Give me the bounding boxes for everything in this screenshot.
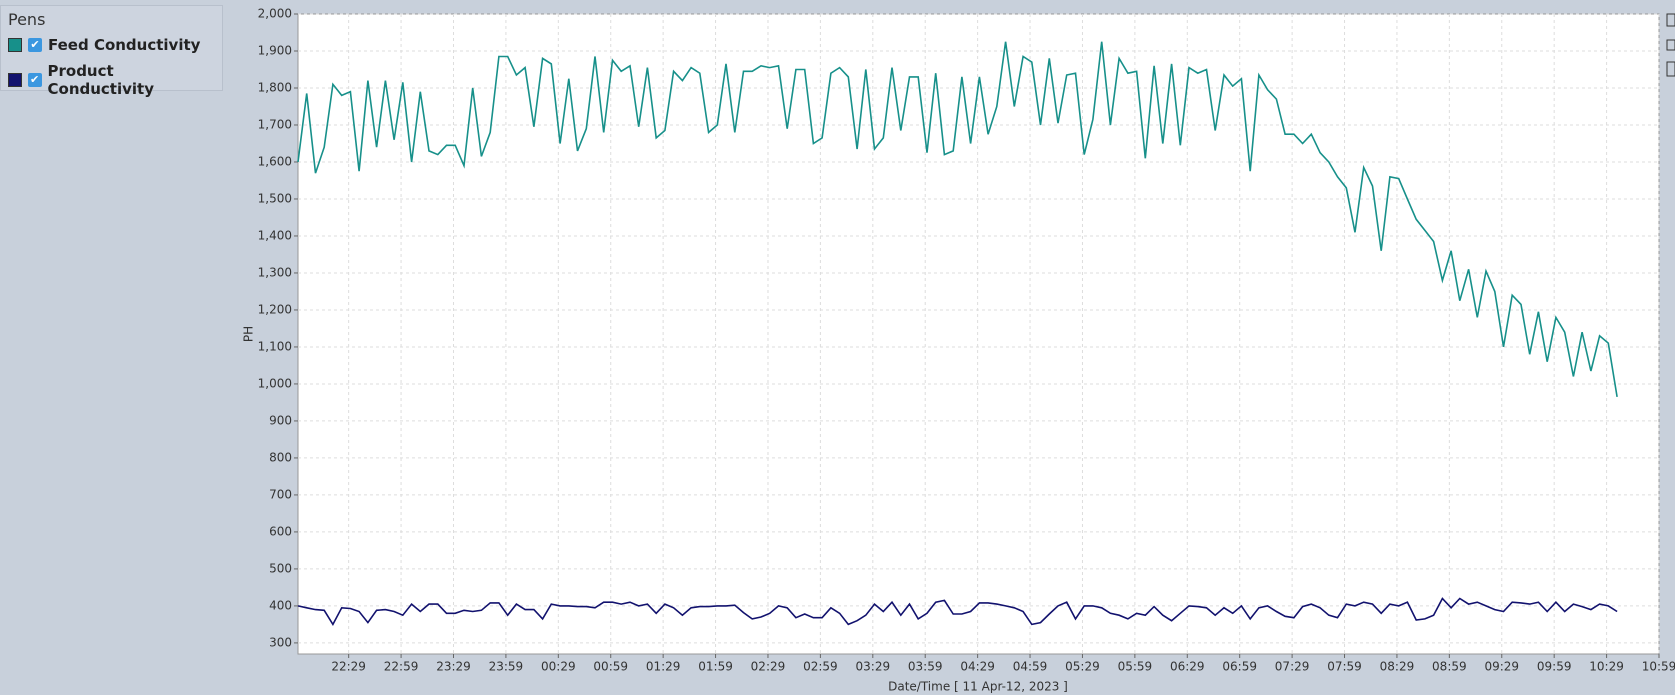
y-tick-label: 1,500 (258, 191, 292, 205)
legend-label: Feed Conductivity (48, 36, 201, 54)
legend-title: Pens (8, 10, 46, 29)
x-axis-label: Date/Time [ 11 Apr-12, 2023 ] (888, 680, 1068, 694)
y-tick-label: 900 (269, 413, 292, 427)
x-tick-label: 01:59 (698, 660, 733, 674)
y-tick-label: 500 (269, 561, 292, 575)
y-tick-label: 1,000 (258, 376, 292, 390)
legend-label: Product Conductivity (47, 62, 154, 98)
x-tick-label: 02:59 (803, 660, 838, 674)
x-tick-label: 22:59 (384, 660, 419, 674)
y-tick-label: 600 (269, 524, 292, 538)
series-line (297, 41, 1618, 398)
x-tick-label: 08:59 (1432, 660, 1467, 674)
tool-icon[interactable] (1666, 61, 1675, 77)
y-tick-label: 1,600 (258, 154, 292, 168)
x-tick-label: 04:29 (960, 660, 995, 674)
y-tick-label: 400 (269, 598, 292, 612)
y-tick-label: 1,100 (258, 339, 292, 353)
y-tick-label: 1,900 (258, 43, 292, 57)
y-tick-label: 1,400 (258, 228, 292, 242)
y-tick-label: 300 (269, 635, 292, 649)
x-tick-label: 23:59 (489, 660, 524, 674)
x-tick-label: 05:59 (1118, 660, 1153, 674)
x-tick-label: 23:29 (436, 660, 471, 674)
x-tick-label: 07:29 (1275, 660, 1310, 674)
x-tick-label: 02:29 (751, 660, 786, 674)
tool-icon[interactable] (1666, 13, 1675, 27)
series-line (297, 597, 1618, 627)
x-tick-label: 08:29 (1380, 660, 1415, 674)
tool-icon[interactable] (1666, 39, 1675, 51)
x-tick-label: 00:29 (541, 660, 576, 674)
x-tick-label: 03:29 (856, 660, 891, 674)
swatch (8, 73, 22, 87)
x-tick-label: 06:59 (1222, 660, 1257, 674)
plot-area (297, 13, 1660, 655)
y-tick-label: 1,800 (258, 80, 292, 94)
checkbox[interactable]: ✔ (27, 73, 42, 87)
x-tick-label: 10:59 (1642, 660, 1675, 674)
x-tick-label: 22:29 (331, 660, 366, 674)
y-axis-label: PH (242, 326, 256, 342)
legend: Pens ✔ Feed Conductivity ✔ Product Conduct… (0, 5, 223, 98)
x-tick-label: 04:59 (1013, 660, 1048, 674)
x-tick-label: 09:29 (1484, 660, 1519, 674)
y-tick-label: 1,300 (258, 265, 292, 279)
x-tick-label: 05:29 (1065, 660, 1100, 674)
y-tick-label: 1,700 (258, 117, 292, 131)
y-tick-label: 1,200 (258, 302, 292, 316)
x-tick-label: 09:59 (1537, 660, 1572, 674)
y-tick-label: 700 (269, 487, 292, 501)
x-tick-label: 06:29 (1170, 660, 1205, 674)
x-tick-label: 00:59 (593, 660, 628, 674)
swatch (8, 38, 22, 52)
x-tick-label: 03:59 (908, 660, 943, 674)
legend-item: ✔ Feed Conductivity (8, 36, 200, 54)
legend-item: ✔ Product Conductivity (8, 62, 222, 98)
x-tick-label: 10:29 (1589, 660, 1624, 674)
x-tick-label: 07:59 (1327, 660, 1362, 674)
y-tick-label: 800 (269, 450, 292, 464)
checkbox[interactable]: ✔ (28, 38, 42, 52)
x-tick-label: 01:29 (646, 660, 681, 674)
y-tick-label: 2,000 (258, 7, 292, 21)
